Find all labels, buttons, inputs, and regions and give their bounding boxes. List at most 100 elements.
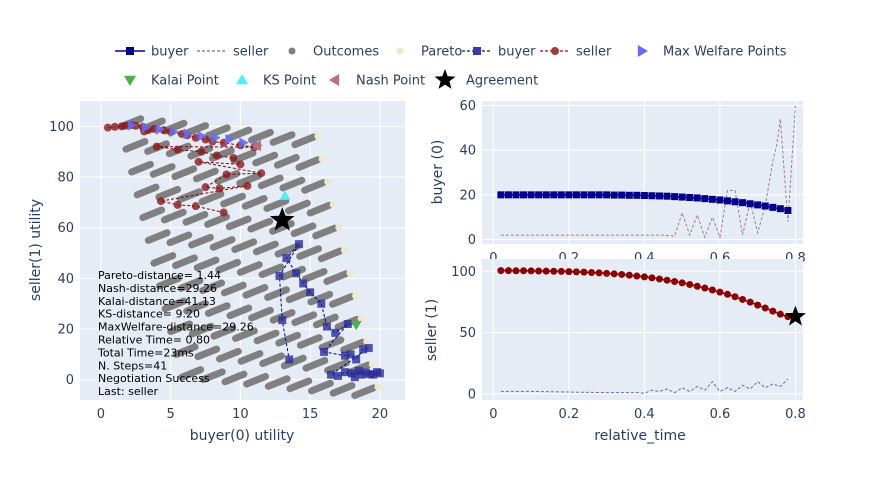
- buyer-offer-marker: [343, 319, 352, 328]
- outcome-band-segment: [122, 138, 149, 153]
- buyer-utility-marker: [708, 195, 716, 203]
- plot-1-ylabel: seller(1) utility: [28, 199, 44, 301]
- seller-utility-marker: [739, 295, 747, 303]
- outcome-band-segment: [177, 277, 204, 292]
- seller-utility-marker: [625, 271, 633, 279]
- seller-offer-marker: [152, 142, 161, 151]
- seller-utility-marker: [595, 269, 603, 277]
- seller-offer-marker: [222, 170, 231, 179]
- buyer-offer-marker: [361, 368, 370, 377]
- outcome-band-segment: [296, 334, 323, 349]
- seller-offer-marker: [243, 181, 252, 190]
- buyer-utility-marker: [512, 191, 520, 199]
- outcome-band-segment: [167, 320, 193, 336]
- special-points: [127, 119, 362, 331]
- buyer-utility-marker: [776, 205, 784, 213]
- pareto-point: [318, 155, 326, 163]
- outcome-band-segment: [192, 167, 219, 183]
- x-tick-label: 15: [302, 407, 319, 422]
- stats-line: KS-distance= 9.20: [98, 308, 200, 321]
- buyer-utility-marker: [520, 191, 528, 199]
- y-tick-label: 0: [468, 387, 476, 402]
- stats-line: Nash-distance=29.26: [98, 282, 217, 295]
- max-welfare-point: [211, 132, 221, 144]
- outcome-band-segment: [286, 377, 313, 393]
- buyer-utility-marker: [640, 192, 648, 200]
- buyer-offer-marker: [327, 370, 336, 379]
- kalai-point: [350, 320, 362, 331]
- legend-symbol-line-square: [462, 47, 492, 55]
- outcome-points: [118, 115, 382, 399]
- seller-offer-marker: [194, 157, 203, 166]
- seller-utility-marker: [497, 267, 505, 275]
- seller-utility-marker: [746, 298, 754, 306]
- max-welfare-point: [239, 137, 249, 149]
- seller-utility-panel: 0 0.2 0.4 0.6 0.8 0 50 100 relative_time seller…: [424, 259, 806, 444]
- buyer-utility-marker: [739, 199, 747, 207]
- y-tick-label: 20: [57, 323, 74, 338]
- seller-utility-marker: [663, 276, 671, 284]
- outcome-band-segment: [280, 354, 307, 370]
- seller-utility-marker: [542, 267, 550, 275]
- buyer-utility-marker: [572, 191, 580, 199]
- outcome-band-segment: [258, 263, 285, 279]
- outcome-band-segment: [178, 366, 205, 381]
- outcome-band-segment: [204, 302, 231, 317]
- outcome-band-segment: [220, 281, 247, 297]
- buyer-offer-marker: [373, 368, 382, 377]
- seller-offer-marker: [201, 183, 210, 192]
- buyer-offer-marker: [294, 240, 303, 249]
- buyer-utility-marker: [671, 193, 679, 201]
- outcome-band-segment: [323, 270, 350, 285]
- buyer-utility-marker: [769, 203, 777, 211]
- pareto-point: [314, 132, 322, 140]
- seller-offer-marker: [173, 145, 182, 154]
- legend-label: buyer: [498, 45, 536, 60]
- buyer-offer-marker: [341, 368, 350, 377]
- buyer-offer-marker: [322, 322, 331, 331]
- buyer-utility-marker: [761, 202, 769, 210]
- y-tick-label: 100: [49, 120, 74, 135]
- seller-utility-marker: [504, 267, 512, 275]
- x-tick-label: 20: [372, 407, 389, 422]
- plot-1-xlabel: buyer(0) utility: [190, 428, 295, 444]
- seller-utility-marker: [671, 278, 679, 286]
- stats-line: Total Time=23ms: [97, 346, 194, 359]
- outcome-band-segment: [128, 160, 154, 176]
- outcome-band-segment: [188, 233, 214, 249]
- seller-utility-marker: [557, 267, 565, 275]
- buyer-utility-marker: [686, 194, 694, 202]
- stats-line: Relative Time= 0.80: [98, 334, 210, 347]
- outcome-band-segment: [317, 247, 344, 263]
- seller-offer-marker: [219, 208, 228, 217]
- buyer-utility-marker: [784, 206, 792, 214]
- outcome-band-segment: [264, 375, 291, 390]
- legend-label: seller: [576, 45, 612, 60]
- legend-symbol-line-circle: [540, 47, 570, 55]
- outcome-band-segment: [290, 222, 317, 238]
- plot-3-xlabel: relative_time: [594, 428, 685, 444]
- seller-utility-marker: [640, 273, 648, 281]
- seller-utility-marker: [565, 268, 573, 276]
- pareto-point: [329, 201, 337, 209]
- outcome-band-segment: [248, 306, 274, 322]
- outcome-band-segment: [198, 190, 225, 206]
- plot-1-tick-labels: 0 5 10 15 20 0 20 40 60 80 100: [49, 120, 388, 422]
- outcome-band-segment: [156, 274, 182, 290]
- outcome-band-segment: [193, 256, 220, 272]
- legend-symbol-star: [434, 69, 456, 89]
- y-tick-label: 60: [459, 99, 476, 114]
- pareto-point: [346, 269, 354, 277]
- outcome-band-segment: [269, 131, 296, 146]
- legend-label: Nash Point: [356, 74, 425, 89]
- buyer-offer-marker: [347, 369, 356, 378]
- x-tick-label: 0.6: [710, 407, 731, 422]
- legend-star: [434, 69, 456, 89]
- outcome-band-segment: [220, 192, 246, 208]
- buyer-offer-marker: [352, 355, 361, 364]
- max-welfare-point: [183, 128, 193, 140]
- outcome-band-segment: [182, 211, 209, 226]
- outcome-band-segment: [273, 154, 300, 169]
